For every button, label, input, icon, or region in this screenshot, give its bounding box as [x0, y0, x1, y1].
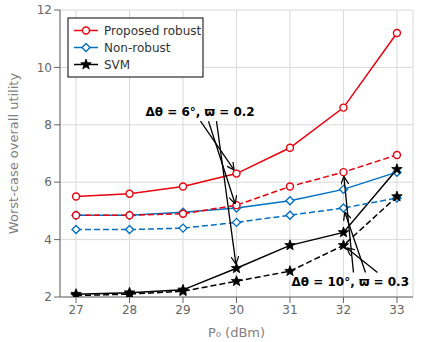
svg-text:P₀ (dBm): P₀ (dBm): [208, 325, 265, 340]
svg-text:31: 31: [282, 303, 297, 317]
svg-text:Δθ = 6°, ϖ = 0.2: Δθ = 6°, ϖ = 0.2: [146, 105, 255, 119]
svg-text:4: 4: [44, 233, 52, 247]
svg-text:Worst-case overall utility: Worst-case overall utility: [8, 73, 21, 235]
svg-text:2: 2: [44, 290, 52, 304]
svg-text:Δθ = 10°, ϖ = 0.3: Δθ = 10°, ϖ = 0.3: [292, 275, 409, 289]
svg-text:8: 8: [44, 118, 52, 132]
svg-text:SVM: SVM: [104, 58, 130, 72]
svg-text:6: 6: [44, 175, 52, 189]
svg-text:30: 30: [229, 303, 244, 317]
svg-text:Proposed robust: Proposed robust: [104, 24, 202, 38]
svg-text:10: 10: [37, 61, 52, 75]
svg-text:27: 27: [68, 303, 83, 317]
svg-text:Non-robust: Non-robust: [104, 41, 171, 55]
svg-text:29: 29: [175, 303, 190, 317]
svg-text:12: 12: [37, 3, 52, 17]
svg-text:33: 33: [389, 303, 404, 317]
svg-text:32: 32: [336, 303, 351, 317]
svg-text:28: 28: [122, 303, 137, 317]
